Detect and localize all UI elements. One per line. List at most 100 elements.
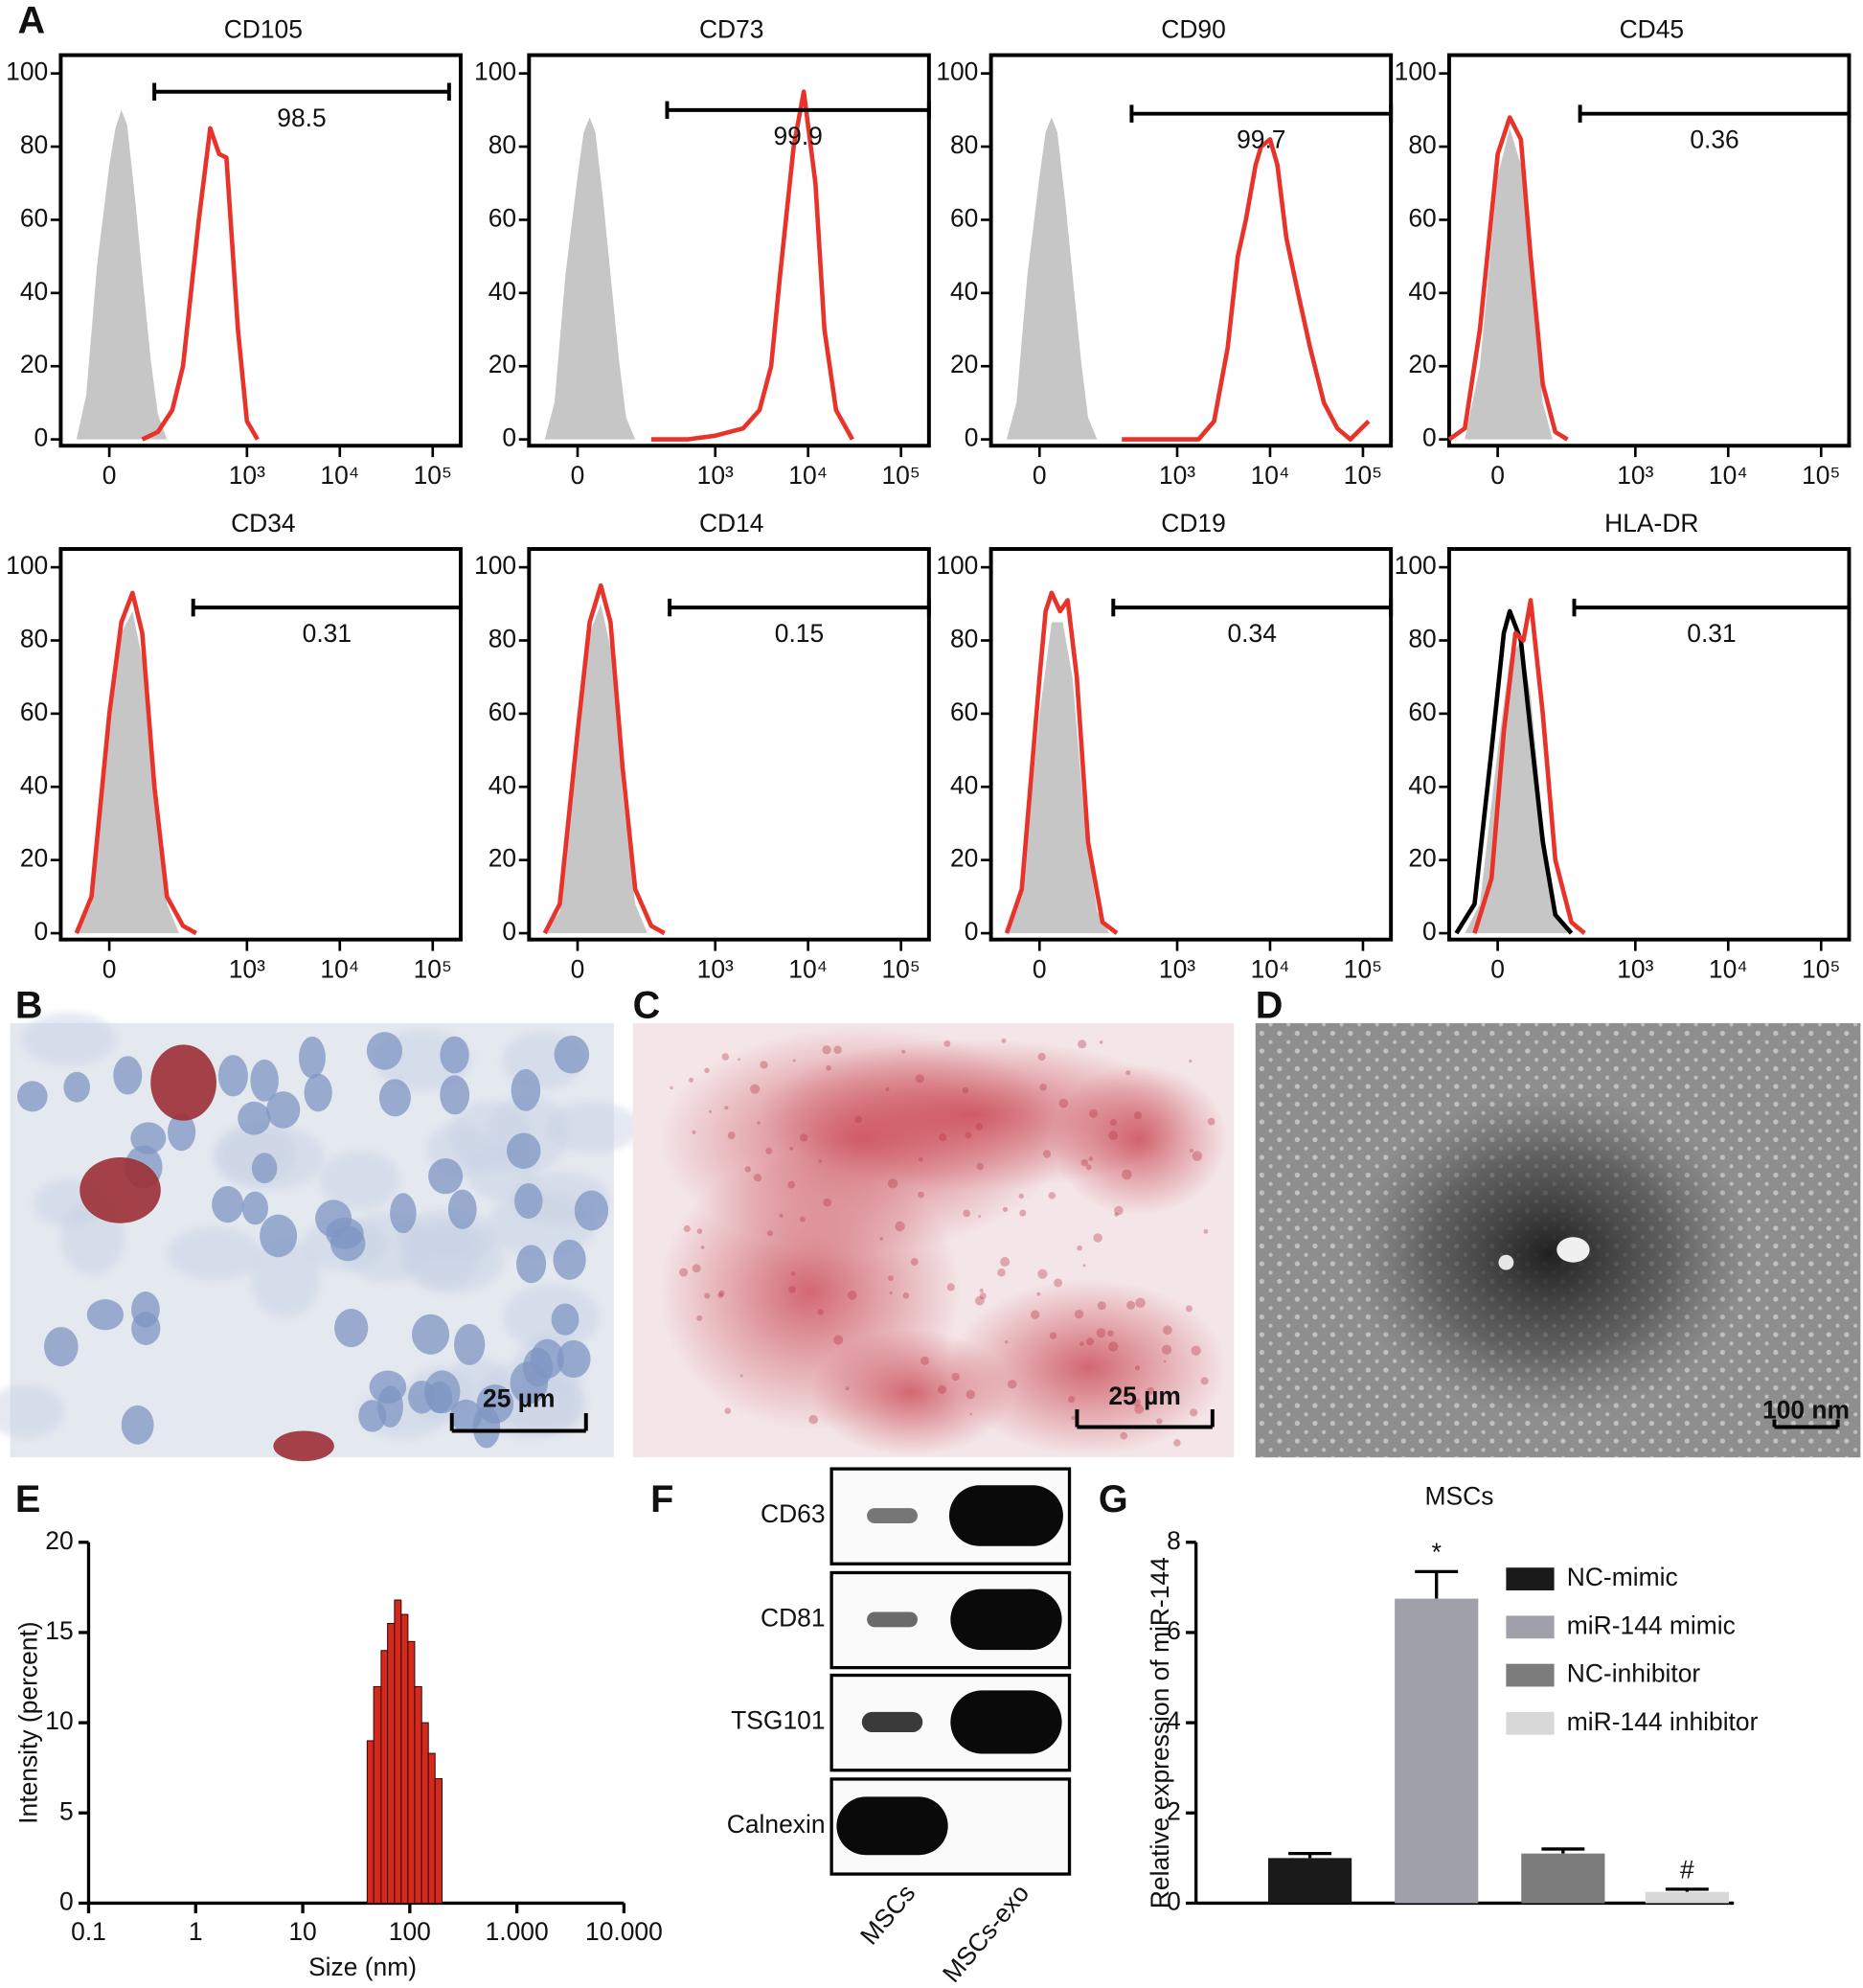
nucleus [212, 1185, 244, 1223]
lipid-droplet [273, 1430, 334, 1462]
stain-speck [744, 1166, 751, 1173]
stain-speck [1037, 1268, 1048, 1279]
y-tick-label: 80 [950, 130, 978, 159]
significance-mark: * [1432, 1538, 1442, 1566]
stain-speck [937, 1384, 947, 1394]
panel-title: CD73 [699, 14, 764, 43]
chart-title: MSCs [1425, 1482, 1494, 1511]
stain-speck [1005, 1340, 1009, 1344]
panel-letter: E [15, 1478, 40, 1520]
gate-label: 0.31 [303, 619, 352, 648]
stain-speck [1189, 1148, 1193, 1154]
nucleus [454, 1323, 486, 1365]
stain-speck [1068, 1395, 1076, 1404]
nucleus [516, 1245, 547, 1284]
stain-speck [1134, 1365, 1141, 1371]
stain-speck [833, 1335, 844, 1345]
y-tick-label: 40 [488, 770, 516, 799]
x-tick-label: 10⁵ [881, 461, 920, 490]
stain-speck [1088, 1156, 1094, 1161]
y-tick-label: 80 [1408, 624, 1436, 652]
x-tick-label: 0 [1490, 955, 1505, 984]
stain-speck [724, 1407, 732, 1414]
x-tick-label: 1.000 [486, 1917, 549, 1946]
histogram-bar [387, 1622, 396, 1904]
stain-speck [1097, 1301, 1106, 1311]
stain-speck [779, 1213, 784, 1218]
stain-speck [1058, 1098, 1069, 1108]
nucleus [366, 1032, 403, 1070]
nucleus [511, 1068, 541, 1111]
panel-title: CD34 [231, 509, 296, 537]
nucleus [250, 1059, 279, 1102]
y-tick-label: 15 [45, 1616, 73, 1645]
gate-label: 99.7 [1237, 126, 1285, 154]
nucleus [260, 1214, 298, 1258]
stain-speck [975, 1295, 985, 1306]
plot-frame [527, 547, 931, 942]
y-tick-label: 80 [20, 130, 48, 159]
histogram-bar [407, 1640, 416, 1904]
stain-speck [696, 1314, 703, 1321]
nucleus [574, 1190, 609, 1231]
blot-band [836, 1796, 948, 1856]
stain-speck [887, 1178, 898, 1189]
histogram-bar [394, 1599, 402, 1904]
stain-speck [709, 1109, 713, 1113]
stain-speck [683, 1224, 691, 1233]
nucleus [369, 1370, 407, 1404]
stain-speck [1108, 1131, 1119, 1140]
stain-speck [1007, 1379, 1017, 1389]
stain-speck [1071, 1415, 1076, 1421]
gate-label: 0.31 [1687, 619, 1736, 648]
x-axis-title: Size (nm) [308, 1953, 417, 1981]
y-tick-label: 60 [20, 203, 48, 232]
x-tick-label: 10⁴ [320, 955, 359, 984]
plot-frame [527, 53, 931, 448]
stain-speck [918, 1191, 924, 1199]
stain-speck [895, 1221, 905, 1232]
stain-speck [847, 1291, 857, 1300]
y-tick-label: 0 [965, 423, 979, 452]
plot-frame [1446, 547, 1852, 942]
gate-label: 99.9 [773, 122, 822, 150]
stain-speck [1124, 1388, 1127, 1392]
x-tick-label: 10³ [1617, 955, 1653, 984]
panel-title: CD105 [224, 14, 303, 43]
isotype-area [76, 610, 179, 934]
stain-speck [1078, 1040, 1087, 1049]
stain-speck [965, 1131, 972, 1139]
y-tick-label: 20 [1408, 350, 1436, 378]
x-tick-label: 10⁴ [1251, 955, 1290, 984]
y-tick-label: 0 [502, 917, 516, 946]
panel-letter: F [650, 1478, 673, 1520]
x-tick-label: 0 [1033, 461, 1047, 490]
y-tick-label: 20 [488, 844, 516, 873]
y-tick-label: 40 [1408, 770, 1436, 799]
stain-speck [845, 1386, 850, 1391]
plot-frame [58, 547, 463, 942]
y-tick-label: 8 [1167, 1526, 1181, 1555]
stain-speck [979, 1288, 984, 1293]
y-tick-label: 100 [474, 551, 516, 580]
nucleus [131, 1291, 160, 1328]
y-tick-label: 40 [1408, 277, 1436, 306]
x-tick-label: 10 [288, 1917, 316, 1946]
stain-speck [1018, 1193, 1024, 1200]
stain-speck [918, 1156, 923, 1162]
y-tick-label: 40 [950, 277, 978, 306]
histogram-bar [380, 1650, 389, 1904]
x-tick-label: 0.1 [71, 1917, 106, 1946]
vesicle [1556, 1237, 1590, 1263]
stain-speck [889, 1291, 893, 1294]
legend-swatch [1506, 1711, 1555, 1735]
isotype-area [544, 604, 648, 934]
stain-speck [1203, 1228, 1209, 1234]
histogram-line [1472, 598, 1586, 935]
stain-speck [976, 1162, 984, 1171]
stain-speck [696, 1228, 703, 1234]
stain-speck [818, 1159, 822, 1163]
stain-speck [1082, 1264, 1086, 1268]
panel-title: HLA-DR [1604, 509, 1698, 537]
